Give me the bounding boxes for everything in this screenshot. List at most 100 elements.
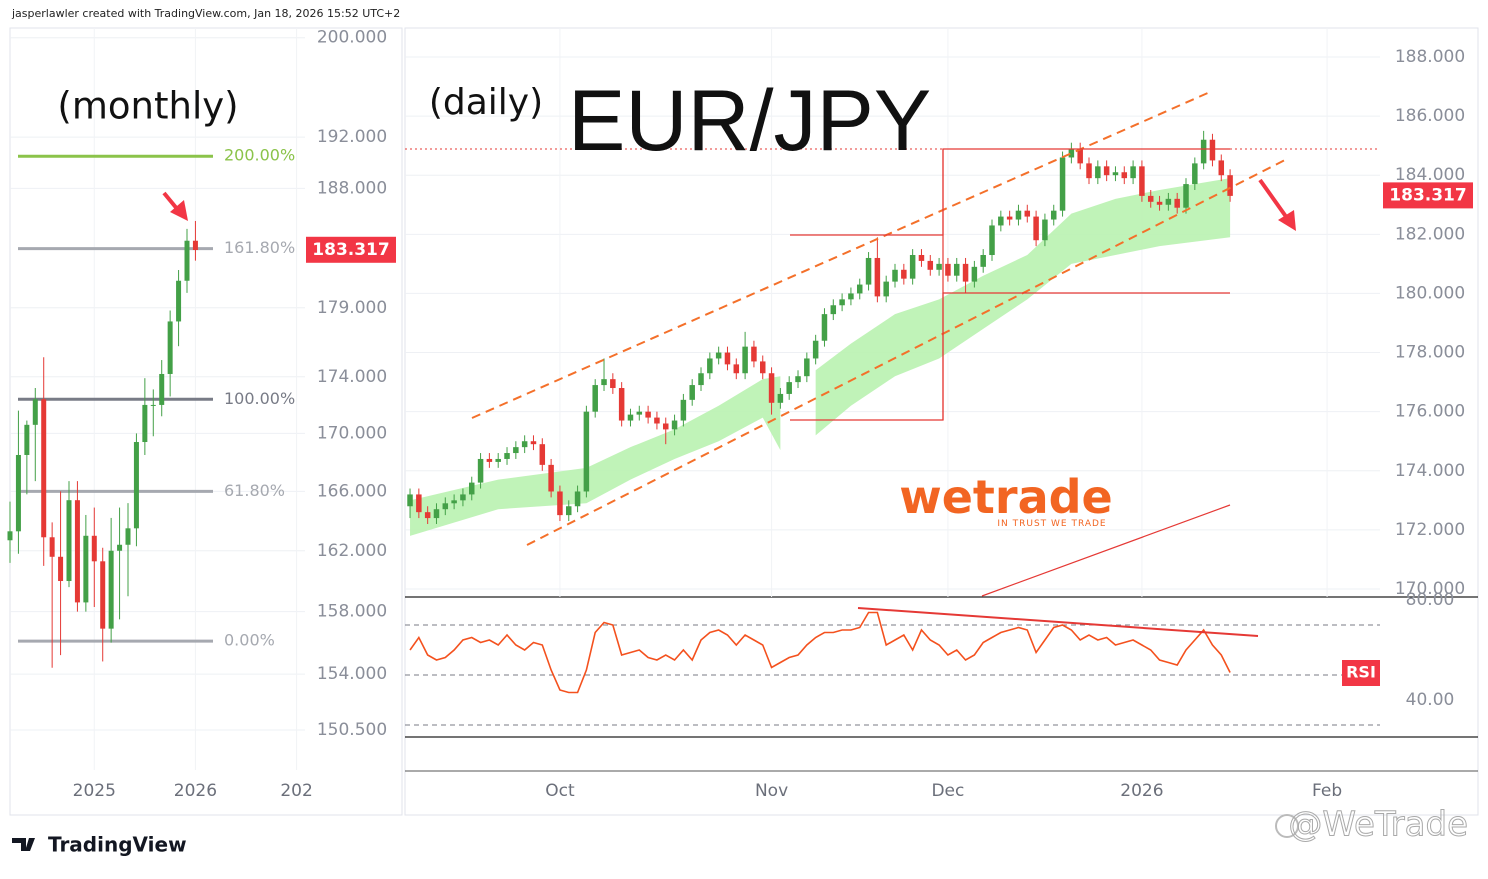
- candle-body: [1183, 184, 1189, 208]
- candle-body: [125, 528, 131, 545]
- monthly-frame: [9, 27, 403, 816]
- marks-layer: 183.317 183.317 RSI: [7, 130, 1473, 694]
- back-layer: 200.000 192.000 188.000 179.000 174.000 170.0…: [10, 28, 1465, 801]
- candle-body: [804, 358, 810, 377]
- x-tick-label: Oct: [545, 781, 575, 801]
- candle-body: [433, 509, 440, 519]
- y-tick-label: 200.000: [317, 28, 387, 48]
- candle-body: [66, 500, 72, 582]
- candle-body: [1139, 166, 1145, 196]
- candle-body: [58, 556, 64, 582]
- candle-body: [150, 404, 156, 406]
- brand: TradingView: [48, 833, 187, 857]
- candle-body: [909, 255, 916, 279]
- candle-body: [159, 373, 165, 405]
- y-tick-label: 184.000: [1395, 165, 1465, 185]
- candle-body: [768, 373, 775, 403]
- candle-body: [627, 414, 634, 421]
- candle-body: [636, 411, 643, 415]
- candle-body: [1209, 139, 1216, 161]
- candle-body: [601, 379, 607, 386]
- y-tick-label: 180.000: [1395, 283, 1465, 303]
- last-price-box: [1383, 182, 1473, 209]
- candle-body: [945, 263, 951, 276]
- candle-body: [848, 293, 854, 300]
- candle-body: [1192, 163, 1198, 185]
- candle-body: [1130, 166, 1136, 179]
- candle-body: [1050, 210, 1057, 220]
- candle-body: [495, 458, 501, 462]
- candle-body: [469, 482, 475, 495]
- candle-body: [184, 240, 190, 281]
- candle-body: [856, 284, 863, 294]
- y-tick-label: 188.000: [317, 178, 387, 198]
- y-tick-label: 174.000: [1395, 461, 1465, 481]
- candle-body: [892, 269, 898, 282]
- candle-body: [795, 376, 801, 383]
- candle-body: [830, 305, 837, 315]
- candle-body: [936, 263, 942, 270]
- candle-body: [416, 494, 422, 513]
- x-tick-label: 2026: [1120, 781, 1163, 801]
- candle-body: [117, 544, 123, 551]
- candle-body: [689, 385, 695, 400]
- candle-body: [557, 491, 563, 516]
- trend-line: [981, 504, 1231, 597]
- ribbon: [815, 178, 1231, 436]
- candle-body: [167, 321, 173, 374]
- x-tick-label: 2025: [73, 781, 116, 801]
- y-tick-label: 150.500: [317, 720, 387, 740]
- candle-body: [548, 464, 554, 492]
- candle-body: [865, 257, 872, 285]
- candle-body: [953, 263, 960, 276]
- candle-body: [142, 404, 148, 443]
- candle-body: [971, 266, 978, 282]
- arrow: [1258, 178, 1296, 231]
- candle-body: [477, 458, 484, 483]
- ribbon: [410, 376, 781, 536]
- candle-body: [662, 423, 669, 430]
- tradingview-logo: [12, 838, 35, 851]
- candle-body: [698, 373, 704, 386]
- y-tick-label: 166.000: [317, 481, 387, 501]
- candle-body: [530, 441, 537, 445]
- x-tick-label: Nov: [755, 781, 788, 801]
- y-tick-label: 176.000: [1395, 402, 1465, 422]
- candle-body: [442, 503, 449, 510]
- daily-frame: [404, 27, 1479, 816]
- monthly-title: (monthly): [57, 85, 238, 128]
- rsi-tag: [1342, 660, 1380, 686]
- candle-body: [1095, 166, 1101, 179]
- y-tick-label: 174.000: [317, 367, 387, 387]
- candle-body: [574, 491, 581, 507]
- candle-body: [513, 447, 519, 454]
- candle-body: [998, 216, 1004, 226]
- candle-body: [618, 388, 625, 421]
- candle-body: [874, 257, 881, 297]
- candle-body: [742, 346, 748, 374]
- watermark-icon: [1275, 814, 1299, 838]
- candle-body: [1103, 166, 1110, 176]
- daily-title: EUR/JPY: [568, 73, 931, 169]
- y-tick-label: 40.00: [1406, 690, 1455, 710]
- candle-body: [1218, 160, 1225, 176]
- candle-body: [812, 340, 819, 359]
- candle-body: [786, 382, 792, 394]
- candle-body: [407, 494, 413, 507]
- y-tick-label: 192.000: [317, 127, 387, 147]
- candle-body: [671, 420, 678, 430]
- y-tick-label: 172.000: [1395, 520, 1465, 540]
- y-tick-label: 170.000: [1395, 579, 1465, 599]
- candle-body: [176, 280, 182, 322]
- level-label: 100.00%: [224, 389, 295, 408]
- candle-body: [1006, 216, 1013, 220]
- level-label: 61.80%: [224, 481, 285, 500]
- candle-body: [883, 281, 889, 297]
- logo-tagline: IN TRUST WE TRADE: [997, 519, 1106, 529]
- candle-body: [1112, 172, 1119, 176]
- candle-body: [733, 364, 740, 374]
- x-tick-label: Dec: [931, 781, 964, 801]
- candle-body: [1059, 157, 1066, 211]
- candle-body: [759, 361, 766, 374]
